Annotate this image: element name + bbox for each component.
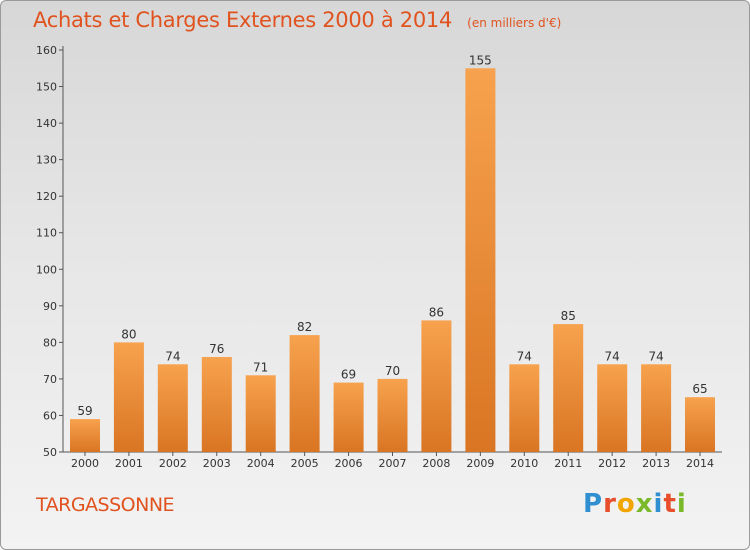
commune-name: TARGASSONNE bbox=[36, 494, 175, 516]
logo-letter: i bbox=[653, 489, 664, 519]
bar bbox=[289, 335, 320, 452]
y-tick-label: 110 bbox=[36, 227, 57, 240]
bar bbox=[377, 378, 408, 452]
x-tick-label: 2013 bbox=[642, 457, 670, 470]
logo-letter: x bbox=[635, 489, 654, 519]
bar-value-label: 74 bbox=[165, 349, 180, 363]
bar bbox=[509, 364, 540, 452]
bar-value-label: 69 bbox=[341, 368, 356, 382]
y-tick-label: 60 bbox=[43, 409, 57, 422]
bar-value-label: 82 bbox=[297, 320, 312, 334]
x-tick-label: 2007 bbox=[379, 457, 407, 470]
bar-value-label: 155 bbox=[469, 53, 492, 67]
bar bbox=[553, 324, 584, 452]
bar-value-label: 80 bbox=[121, 327, 136, 341]
bar-value-label: 74 bbox=[605, 349, 620, 363]
x-tick-label: 2014 bbox=[686, 457, 714, 470]
bar-value-label: 71 bbox=[253, 360, 268, 374]
bar bbox=[201, 357, 232, 452]
x-tick-label: 2012 bbox=[598, 457, 626, 470]
bar bbox=[113, 342, 144, 452]
bar bbox=[641, 364, 672, 452]
y-tick-label: 100 bbox=[36, 263, 57, 276]
logo-letter: t bbox=[663, 489, 677, 519]
chart-title: Achats et Charges Externes 2000 à 2014 bbox=[33, 8, 453, 32]
y-tick-label: 70 bbox=[43, 373, 57, 386]
x-tick-label: 2000 bbox=[71, 457, 99, 470]
y-tick-label: 80 bbox=[43, 336, 57, 349]
bar bbox=[685, 397, 715, 452]
chart-title-row: Achats et Charges Externes 2000 à 2014 (… bbox=[33, 8, 561, 32]
bar bbox=[465, 68, 496, 453]
y-tick-label: 140 bbox=[36, 117, 57, 130]
bar bbox=[333, 382, 364, 452]
x-tick-label: 2009 bbox=[466, 457, 494, 470]
bar bbox=[421, 320, 452, 452]
bar bbox=[157, 364, 188, 452]
bar bbox=[597, 364, 628, 452]
bar-value-label: 85 bbox=[561, 309, 576, 323]
y-tick-label: 50 bbox=[43, 446, 57, 459]
bar-value-label: 70 bbox=[385, 364, 400, 378]
x-tick-label: 2002 bbox=[159, 457, 187, 470]
logo-letter: o bbox=[616, 489, 636, 519]
bar-value-label: 65 bbox=[692, 382, 707, 396]
bar bbox=[245, 375, 276, 452]
logo-letter: P bbox=[583, 489, 604, 519]
logo-letter: i bbox=[676, 489, 687, 519]
x-tick-label: 2011 bbox=[554, 457, 582, 470]
x-tick-label: 2005 bbox=[291, 457, 319, 470]
y-tick-label: 120 bbox=[36, 190, 57, 203]
bar bbox=[70, 419, 100, 452]
proxiti-logo[interactable]: Proxiti bbox=[583, 489, 687, 519]
logo-letter: r bbox=[603, 489, 617, 519]
x-tick-label: 2006 bbox=[335, 457, 363, 470]
bar-value-label: 74 bbox=[517, 349, 532, 363]
y-tick-label: 160 bbox=[36, 44, 57, 57]
y-tick-label: 90 bbox=[43, 300, 57, 313]
x-tick-label: 2004 bbox=[247, 457, 275, 470]
x-tick-label: 2001 bbox=[115, 457, 143, 470]
x-tick-label: 2003 bbox=[203, 457, 231, 470]
bar-value-label: 86 bbox=[429, 305, 444, 319]
bar-value-label: 76 bbox=[209, 342, 224, 356]
bar-value-label: 74 bbox=[648, 349, 663, 363]
y-tick-label: 130 bbox=[36, 154, 57, 167]
x-tick-label: 2010 bbox=[510, 457, 538, 470]
y-tick-label: 150 bbox=[36, 81, 57, 94]
x-tick-label: 2008 bbox=[422, 457, 450, 470]
bar-value-label: 59 bbox=[77, 404, 92, 418]
chart-subtitle: (en milliers d'€) bbox=[467, 16, 562, 30]
